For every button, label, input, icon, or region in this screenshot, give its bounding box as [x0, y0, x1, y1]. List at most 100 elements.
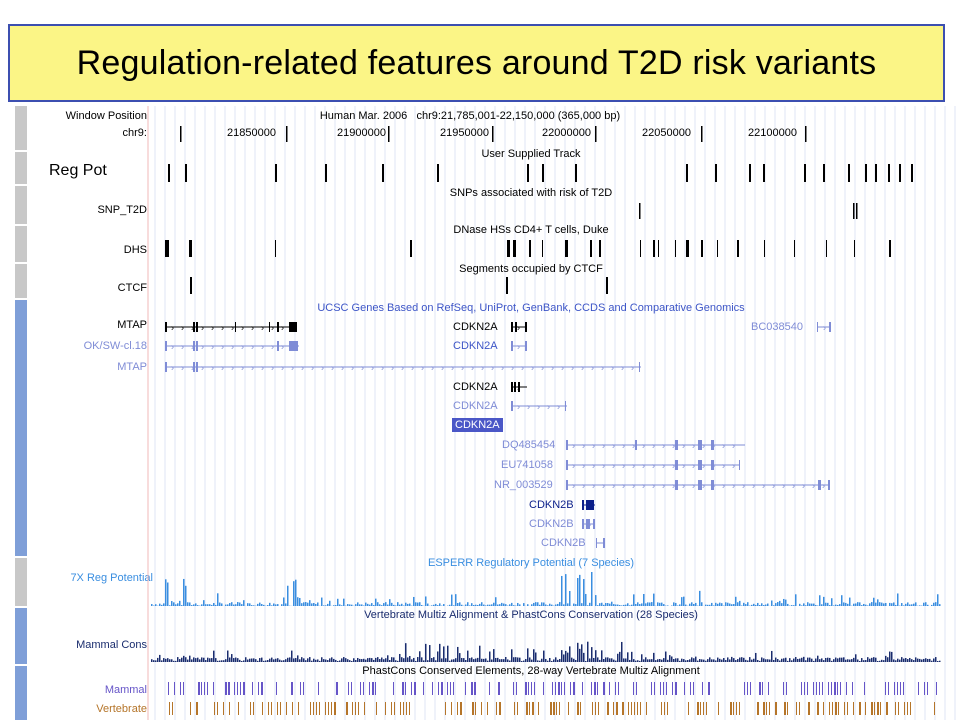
- track-button-dhs[interactable]: [15, 226, 27, 262]
- gene-exon: [511, 322, 513, 332]
- cons-bar: [867, 657, 869, 662]
- cons-bar: [427, 660, 429, 662]
- track-button-esperr[interactable]: [15, 558, 27, 606]
- esperr-bar: [657, 602, 659, 606]
- gene-label-cdkn2a[interactable]: CDKN2A: [453, 321, 498, 333]
- esperr-bar: [729, 603, 731, 606]
- cons-bar: [257, 660, 259, 662]
- esperr-bar: [883, 603, 885, 606]
- vertebrate-element: [934, 702, 935, 715]
- dhs-track-features[interactable]: [165, 240, 891, 257]
- gene-strand-arrow: ›: [692, 461, 695, 471]
- cons-bar: [183, 655, 185, 662]
- gene-label-nr-003529[interactable]: NR_003529: [494, 479, 553, 491]
- esperr-bar: [583, 579, 585, 606]
- cons-bar: [549, 657, 551, 662]
- window-position-label: Window Position: [65, 110, 147, 122]
- gene-label-ok-sw[interactable]: OK/SW-cl.18: [83, 340, 147, 352]
- esperr-bar: [931, 604, 933, 606]
- gene-strand-arrow: ›: [592, 481, 595, 491]
- esperr-bar: [283, 597, 285, 606]
- cons-track-title: Vertebrate Multiz Alignment & PhastCons …: [364, 609, 698, 621]
- esperr-bar: [791, 605, 793, 606]
- cons-bar: [505, 657, 507, 662]
- vertebrate-element: [316, 702, 317, 715]
- gene-label-cdkn2a-selected[interactable]: CDKN2A: [452, 418, 503, 432]
- snp-feature: [639, 203, 641, 219]
- track-button-cons[interactable]: [15, 608, 27, 664]
- snp-track-features[interactable]: [639, 203, 858, 219]
- gene-label-eu741058[interactable]: EU741058: [501, 459, 553, 471]
- conserved-elements[interactable]: [168, 682, 937, 715]
- gene-label-mtap-2[interactable]: MTAP: [117, 361, 147, 373]
- dhs-feature: [764, 240, 765, 257]
- esperr-bar: [579, 574, 581, 606]
- vertebrate-element: [550, 702, 552, 715]
- gene-track-features[interactable]: › › › › › › › › › › › › › › › › › › › › › › › › › › › › › › › › › › › › › › › ›…: [165, 322, 831, 548]
- esperr-wiggle[interactable]: [151, 572, 941, 606]
- gene-exon: [675, 440, 678, 450]
- vertebrate-element: [631, 702, 632, 715]
- esperr-bar: [707, 604, 709, 606]
- esperr-bar: [311, 603, 313, 606]
- dhs-track-title: DNase HSs CD4+ T cells, Duke: [453, 224, 609, 236]
- cons-bar: [527, 648, 529, 662]
- genome-browser-view[interactable]: Window Position chr9: Reg Pot SNP_T2D DH…: [15, 106, 960, 720]
- dhs-feature: [658, 240, 659, 257]
- gene-label-cdkn2b[interactable]: CDKN2B: [529, 518, 574, 530]
- gene-strand-arrow: ›: [582, 481, 585, 491]
- track-button-ruler[interactable]: [15, 106, 27, 150]
- mammal-element: [198, 682, 200, 695]
- esperr-bar: [363, 605, 365, 606]
- gene-label-mtap[interactable]: MTAP: [117, 319, 147, 331]
- track-button-elements[interactable]: [15, 666, 27, 720]
- track-button-genes[interactable]: [15, 300, 27, 556]
- cons-bar: [485, 658, 487, 662]
- cons-bar: [259, 658, 261, 662]
- cons-bar: [755, 652, 757, 662]
- gene-label-cdkn2b[interactable]: CDKN2B: [541, 537, 586, 549]
- cons-bar: [701, 659, 703, 662]
- gene-label-bc038540[interactable]: BC038540: [751, 321, 803, 333]
- cons-bar: [725, 660, 727, 662]
- vertebrate-element: [223, 702, 224, 715]
- vertebrate-element: [196, 702, 198, 715]
- gene-exon: [165, 341, 167, 351]
- cons-bar: [931, 660, 933, 662]
- conservation-wiggle[interactable]: [151, 641, 941, 662]
- vertebrate-element: [736, 702, 737, 715]
- track-image[interactable]: › › › › › › › › › › › › › › › › › › › › › › › › › › › › › › › › › › › › › › › ›…: [15, 106, 960, 720]
- track-button-ctcf[interactable]: [15, 264, 27, 298]
- mammal-element: [636, 682, 637, 695]
- esperr-bar: [779, 600, 781, 606]
- cons-bar: [639, 660, 641, 662]
- vertebrate-element: [526, 702, 528, 715]
- cons-bar: [601, 650, 603, 662]
- user-track-features[interactable]: [168, 164, 913, 182]
- esperr-bar: [375, 598, 377, 606]
- vertebrate-element: [475, 702, 476, 715]
- gene-label-cdkn2a[interactable]: CDKN2A: [453, 400, 498, 412]
- cons-bar: [777, 659, 779, 662]
- cons-bar: [729, 659, 731, 662]
- dhs-feature: [542, 240, 543, 257]
- gene-label-cdkn2b[interactable]: CDKN2B: [529, 499, 574, 511]
- gene-label-cdkn2a[interactable]: CDKN2A: [453, 381, 498, 393]
- cons-bar: [905, 658, 907, 662]
- esperr-bar: [395, 605, 397, 606]
- esperr-bar: [667, 605, 669, 606]
- cons-bar: [813, 660, 815, 662]
- esperr-bar: [231, 602, 233, 606]
- gene-label-dq485454[interactable]: DQ485454: [502, 439, 556, 451]
- gene-label-cdkn2a[interactable]: CDKN2A: [453, 340, 498, 352]
- cons-bar: [351, 660, 353, 662]
- cons-bar: [365, 659, 367, 662]
- gene-strand-arrow: ›: [281, 342, 284, 352]
- cons-bar: [923, 658, 925, 662]
- track-button-snp[interactable]: [15, 186, 27, 224]
- esperr-bar: [339, 604, 341, 606]
- cons-bar: [481, 658, 483, 662]
- ctcf-track-features[interactable]: [190, 277, 608, 294]
- esperr-bar: [503, 603, 505, 606]
- track-button-user[interactable]: [15, 152, 27, 184]
